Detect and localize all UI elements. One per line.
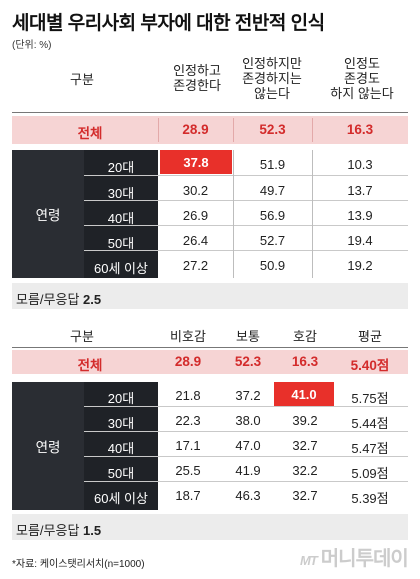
t1-cell: 49.7 (259, 183, 286, 198)
t2-note: 모름/무응답 1.5 (16, 520, 101, 539)
t2-note-label: 모름/무응답 (16, 523, 80, 538)
t2-header-col1: 비호감 (170, 329, 206, 344)
t2-note-value: 1.5 (83, 523, 102, 538)
t2-cell: 25.5 (175, 463, 201, 478)
t2-row-label: 30대 (84, 413, 158, 432)
t2-total-row (12, 350, 408, 374)
t2-total-v4: 5.40점 (350, 358, 390, 373)
t1-group-label: 연령 (12, 150, 84, 278)
t1-cell: 50.9 (259, 258, 286, 273)
t1-header-col3: 인정도 존경도 하지 않는다 (330, 56, 394, 101)
t2-cell: 38.0 (235, 413, 261, 428)
t2-highlight-cell: 41.0 (274, 382, 334, 406)
t1-cell: 26.9 (182, 208, 209, 223)
t2-total-v3: 16.3 (291, 354, 319, 369)
t1-cell: 56.9 (259, 208, 286, 223)
t1-total-label: 전체 (77, 126, 103, 141)
t2-cell: 5.44점 (351, 416, 389, 431)
t1-row-label: 30대 (84, 183, 158, 202)
source-note: *자료: 케이스탯리서치(n=1000) (12, 559, 145, 570)
t2-cell: 32.2 (292, 463, 318, 478)
t1-cell: 13.7 (347, 183, 373, 198)
t1-row-label: 20대 (84, 157, 158, 176)
t2-group-label: 연령 (12, 382, 84, 510)
brand-name: 머니투데이 (320, 548, 409, 570)
divider (12, 112, 408, 113)
t1-note-label: 모름/무응답 (16, 292, 80, 307)
t1-cell: 10.3 (347, 157, 373, 172)
t2-header-category: 구분 (70, 329, 94, 344)
t1-cell: 19.2 (347, 258, 373, 273)
t1-total-v2: 52.3 (259, 122, 286, 137)
t2-row-label: 40대 (84, 438, 158, 457)
unit-label: (단위: %) (12, 40, 52, 51)
t1-total-v1: 28.9 (182, 122, 209, 137)
t1-header-col2: 인정하지만 존경하지는 않는다 (242, 56, 302, 101)
brand-mt: MT (300, 553, 318, 568)
t2-cell: 5.47점 (351, 441, 389, 456)
t1-row-label: 50대 (84, 233, 158, 252)
t1-note-value: 2.5 (83, 292, 102, 307)
t2-cell: 41.9 (235, 463, 261, 478)
t2-cell: 32.7 (292, 488, 318, 503)
t1-cell: 51.9 (259, 157, 286, 172)
t1-row-label: 40대 (84, 208, 158, 227)
t1-cell: 30.2 (182, 183, 209, 198)
t2-cell: 22.3 (175, 413, 201, 428)
t2-total-v1: 28.9 (174, 354, 202, 369)
t1-cell: 27.2 (182, 258, 209, 273)
t2-cell: 18.7 (175, 488, 201, 503)
t1-cell: 13.9 (347, 208, 373, 223)
t1-row-label: 60세 이상 (84, 258, 158, 277)
t1-note: 모름/무응답 2.5 (16, 289, 101, 308)
t1-cell: 26.4 (182, 233, 209, 248)
t1-header-col1: 인정하고 존경한다 (173, 63, 221, 93)
t1-total-row (12, 116, 408, 144)
t1-highlight-cell: 37.8 (160, 150, 232, 174)
brand-logo: MT 머니투데이 (300, 542, 409, 571)
t2-cell: 37.2 (235, 388, 261, 403)
t2-cell: 21.8 (175, 388, 201, 403)
t2-total-v2: 52.3 (234, 354, 262, 369)
t2-cell: 47.0 (235, 438, 261, 453)
t2-total-label: 전체 (77, 358, 103, 373)
t1-header-category: 구분 (70, 72, 94, 87)
t1-cell: 19.4 (347, 233, 373, 248)
t2-row-label: 20대 (84, 388, 158, 407)
t2-cell: 5.75점 (351, 391, 389, 406)
t2-header-col2: 보통 (236, 329, 260, 344)
t1-total-v3: 16.3 (346, 122, 374, 137)
t1-cell: 52.7 (259, 233, 286, 248)
t2-row-label: 50대 (84, 463, 158, 482)
t2-cell: 5.39점 (351, 491, 389, 506)
t2-row-label: 60세 이상 (84, 488, 158, 507)
t2-cell: 5.09점 (351, 466, 389, 481)
t2-cell: 39.2 (292, 413, 318, 428)
t2-cell: 46.3 (235, 488, 261, 503)
t2-cell: 32.7 (292, 438, 318, 453)
page-title: 세대별 우리사회 부자에 대한 전반적 인식 (12, 13, 325, 34)
t2-header-col3: 호감 (293, 329, 317, 344)
t2-cell: 17.1 (175, 438, 201, 453)
t2-header-col4: 평균 (358, 329, 382, 344)
